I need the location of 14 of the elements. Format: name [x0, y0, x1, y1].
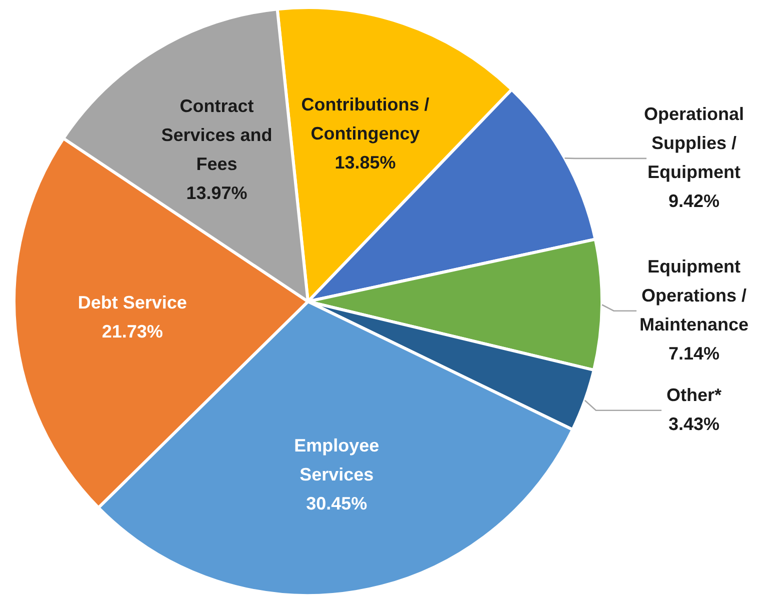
data-label: 9.42%	[668, 190, 720, 211]
data-label: 13.97%	[186, 183, 248, 203]
data-label: 13.85%	[334, 152, 396, 173]
data-label: 3.43%	[668, 414, 720, 434]
slice-label: Equipment Operations / Maintenance	[639, 256, 749, 334]
slice-label: Contributions / Contingency	[301, 94, 430, 144]
slice-label: Employee Services	[294, 436, 380, 485]
data-label: 21.73%	[102, 322, 163, 342]
data-label: 7.14%	[668, 343, 720, 364]
data-label: 30.45%	[306, 494, 368, 514]
slice-label: Contract Services and Fees	[161, 96, 272, 174]
slice-label: Other*	[666, 384, 722, 405]
slice-label: Debt Service	[78, 292, 187, 313]
slice-label: Operational Supplies / Equipment	[644, 104, 744, 182]
